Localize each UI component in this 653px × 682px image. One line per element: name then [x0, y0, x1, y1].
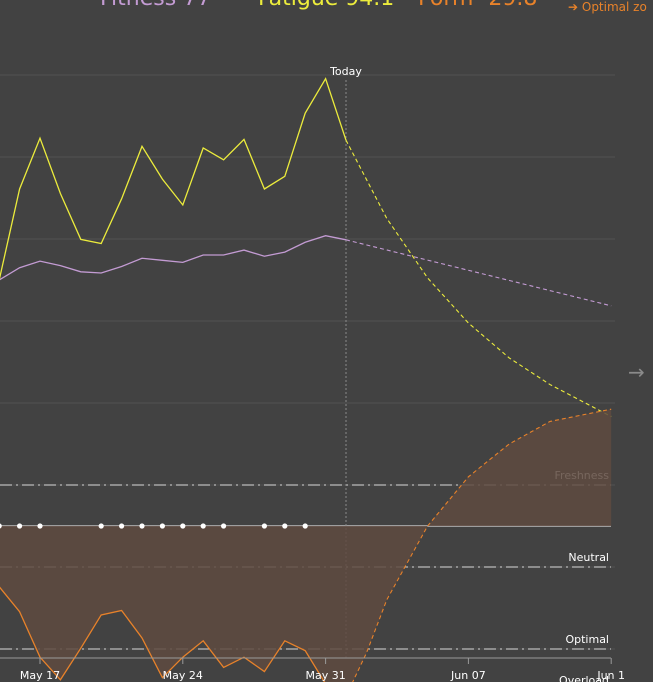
- x-tick-label: Jun 1: [596, 669, 625, 682]
- activity-marker: [0, 523, 2, 529]
- x-tick-label: Jun 07: [450, 669, 486, 682]
- optimal-zone-link[interactable]: ➔ Optimal zo: [568, 0, 647, 14]
- reference-line-label: Neutral: [568, 551, 609, 564]
- activity-marker: [37, 523, 43, 529]
- activity-marker: [302, 523, 308, 529]
- activity-marker: [221, 523, 227, 529]
- x-tick-label: May 17: [20, 669, 60, 682]
- fatigue-projection: [345, 139, 612, 418]
- reference-line-label: Optimal: [565, 633, 609, 646]
- x-tick-label: May 24: [163, 669, 203, 682]
- fatigue-line: [0, 77, 347, 280]
- activity-marker: [180, 523, 186, 529]
- arrow-right-icon[interactable]: →: [628, 360, 645, 384]
- form-projection: [352, 408, 612, 682]
- activity-marker: [98, 523, 104, 529]
- today-label: Today: [329, 65, 362, 78]
- x-tick-label: May 31: [305, 669, 345, 682]
- x-axis: May 17 May 24 May 31 Jun 07 Jun 1: [0, 657, 625, 682]
- summary-header: Fitness 77 Fatigue 94.1 Form -29.8 ➔ Opt…: [0, 0, 653, 14]
- zero-line-markers: [0, 523, 308, 529]
- chart-series: [0, 77, 612, 682]
- activity-marker: [119, 523, 125, 529]
- fitness-summary: Fitness 77: [100, 0, 211, 14]
- activity-marker: [159, 523, 165, 529]
- reference-line-label: Overload: [559, 674, 609, 682]
- activity-marker: [17, 523, 23, 529]
- activity-marker: [200, 523, 206, 529]
- activity-marker: [261, 523, 267, 529]
- form-area: [0, 409, 612, 682]
- form-summary: Form -29.8: [418, 0, 537, 14]
- activity-marker: [282, 523, 288, 529]
- fatigue-summary: Fatigue 94.1: [258, 0, 394, 14]
- activity-marker: [139, 523, 145, 529]
- fitness-projection: [345, 239, 612, 307]
- fitness-line: [0, 235, 347, 281]
- form-line: [0, 586, 326, 682]
